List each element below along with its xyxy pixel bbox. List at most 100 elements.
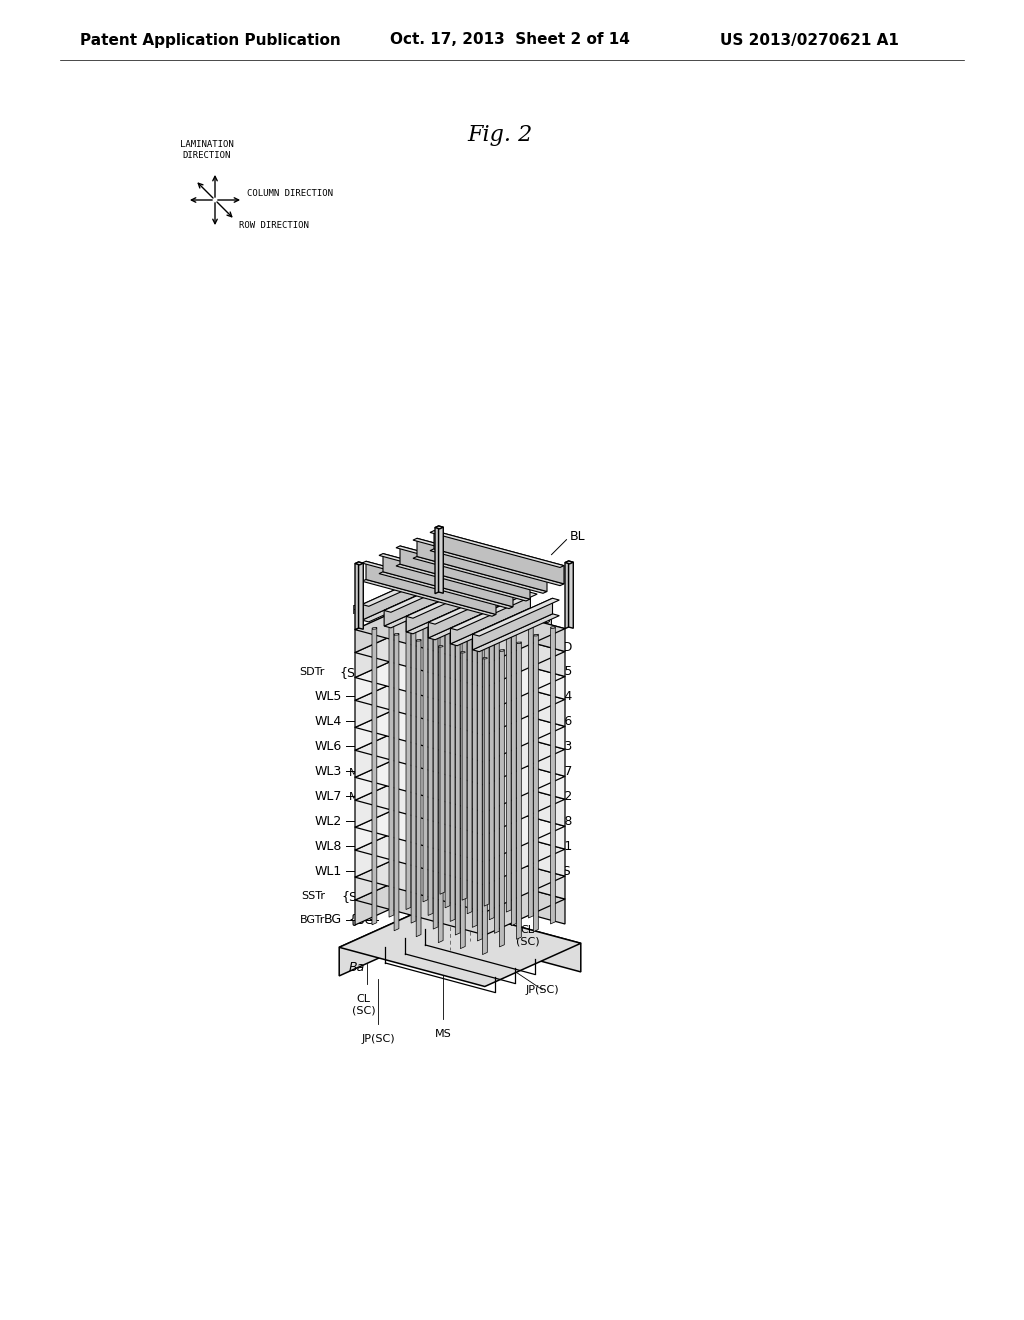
Polygon shape xyxy=(435,664,565,726)
Text: COLUMN DIRECTION: COLUMN DIRECTION xyxy=(247,190,333,198)
Text: WL7: WL7 xyxy=(314,789,342,803)
Polygon shape xyxy=(435,841,565,899)
Polygon shape xyxy=(384,574,471,612)
Ellipse shape xyxy=(438,645,443,647)
Text: WL2: WL2 xyxy=(546,789,572,803)
Text: WL4: WL4 xyxy=(314,715,342,727)
Polygon shape xyxy=(435,904,581,972)
Polygon shape xyxy=(435,714,565,776)
Polygon shape xyxy=(413,539,547,576)
Polygon shape xyxy=(456,638,460,935)
Ellipse shape xyxy=(528,620,534,622)
Text: JP(SC): JP(SC) xyxy=(361,1035,395,1044)
Polygon shape xyxy=(355,562,364,565)
Text: WL5: WL5 xyxy=(546,665,572,678)
Ellipse shape xyxy=(472,630,477,632)
Text: {BG: {BG xyxy=(349,913,375,927)
Polygon shape xyxy=(355,814,435,878)
Polygon shape xyxy=(394,634,399,931)
Ellipse shape xyxy=(500,649,504,651)
Polygon shape xyxy=(413,557,547,593)
Polygon shape xyxy=(435,764,565,826)
Polygon shape xyxy=(355,714,565,785)
Ellipse shape xyxy=(389,620,394,622)
Polygon shape xyxy=(355,742,565,812)
Text: SGD: SGD xyxy=(546,642,572,655)
Polygon shape xyxy=(472,614,559,652)
Polygon shape xyxy=(472,630,477,928)
Polygon shape xyxy=(435,814,565,876)
Ellipse shape xyxy=(551,627,555,628)
Polygon shape xyxy=(411,626,416,923)
Polygon shape xyxy=(435,642,565,700)
Polygon shape xyxy=(435,742,565,799)
Text: WL8: WL8 xyxy=(314,840,342,853)
Text: SSTr: SSTr xyxy=(301,891,325,902)
Polygon shape xyxy=(428,586,515,624)
Polygon shape xyxy=(516,642,521,940)
Polygon shape xyxy=(379,572,513,609)
Polygon shape xyxy=(407,581,486,632)
Text: WL8: WL8 xyxy=(546,814,572,828)
Text: {SGD: {SGD xyxy=(340,667,375,678)
Polygon shape xyxy=(495,636,500,933)
Polygon shape xyxy=(482,657,487,954)
Ellipse shape xyxy=(495,636,500,638)
Text: SGS: SGS xyxy=(546,865,571,878)
Polygon shape xyxy=(407,581,493,618)
Text: MTr1: MTr1 xyxy=(348,768,375,777)
Polygon shape xyxy=(417,539,547,591)
Polygon shape xyxy=(383,553,513,607)
Polygon shape xyxy=(355,764,435,828)
Polygon shape xyxy=(472,598,553,649)
Text: CL
(SC): CL (SC) xyxy=(351,994,375,1015)
Text: WL5: WL5 xyxy=(314,690,342,702)
Ellipse shape xyxy=(411,626,416,627)
Polygon shape xyxy=(355,594,435,652)
Polygon shape xyxy=(396,564,530,601)
Ellipse shape xyxy=(451,624,455,626)
Text: WL1: WL1 xyxy=(546,840,572,853)
Text: JP(SC): JP(SC) xyxy=(525,985,559,995)
Ellipse shape xyxy=(445,611,450,612)
Polygon shape xyxy=(416,639,421,937)
Polygon shape xyxy=(366,561,496,614)
Ellipse shape xyxy=(516,642,521,644)
Polygon shape xyxy=(379,553,513,590)
Ellipse shape xyxy=(506,615,511,616)
Polygon shape xyxy=(435,865,565,924)
Polygon shape xyxy=(355,764,565,836)
Ellipse shape xyxy=(440,597,444,598)
Text: PL: PL xyxy=(352,603,367,616)
Polygon shape xyxy=(355,562,358,630)
Polygon shape xyxy=(355,692,435,750)
Text: PL: PL xyxy=(543,618,557,631)
Text: WL1: WL1 xyxy=(314,865,342,878)
Text: Oct. 17, 2013  Sheet 2 of 14: Oct. 17, 2013 Sheet 2 of 14 xyxy=(390,33,630,48)
Text: MTr8: MTr8 xyxy=(348,792,375,801)
Polygon shape xyxy=(355,865,565,935)
Polygon shape xyxy=(434,531,564,583)
Text: ROW DIRECTION: ROW DIRECTION xyxy=(239,222,308,230)
Ellipse shape xyxy=(372,627,377,630)
Polygon shape xyxy=(484,609,489,906)
Polygon shape xyxy=(500,649,504,946)
Text: SL: SL xyxy=(441,576,456,587)
Text: US 2013/0270621 A1: US 2013/0270621 A1 xyxy=(720,33,899,48)
Polygon shape xyxy=(384,574,464,626)
Polygon shape xyxy=(451,593,538,630)
Text: ~: ~ xyxy=(361,779,372,791)
Polygon shape xyxy=(362,569,449,606)
Text: CL
(SC): CL (SC) xyxy=(516,925,540,946)
Polygon shape xyxy=(438,525,443,593)
Ellipse shape xyxy=(461,651,465,653)
Polygon shape xyxy=(440,597,444,894)
Ellipse shape xyxy=(433,632,438,634)
Polygon shape xyxy=(428,602,515,640)
Ellipse shape xyxy=(534,635,539,636)
Text: Patent Application Publication: Patent Application Publication xyxy=(80,33,341,48)
Text: WL6: WL6 xyxy=(314,739,342,752)
Text: SDTr: SDTr xyxy=(300,668,325,677)
Polygon shape xyxy=(435,525,443,529)
Polygon shape xyxy=(400,546,530,599)
